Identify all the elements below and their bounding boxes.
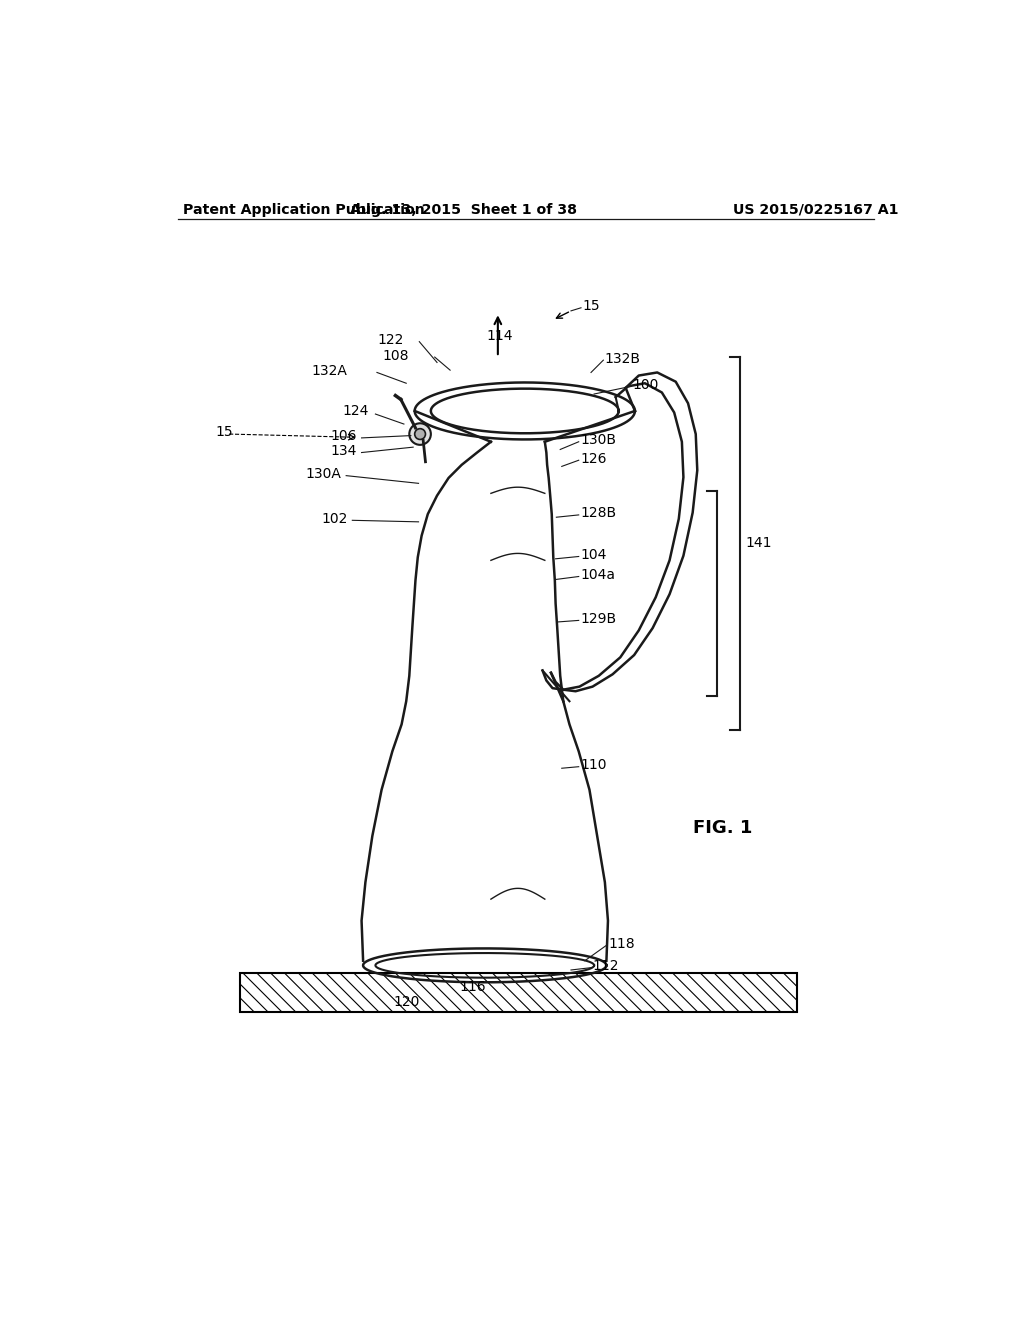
Text: 118: 118: [608, 937, 635, 950]
Text: Patent Application Publication: Patent Application Publication: [183, 203, 425, 216]
Text: 114: 114: [486, 329, 513, 342]
Text: 116: 116: [459, 979, 485, 994]
Text: 106: 106: [331, 429, 357, 444]
Bar: [240, 973, 797, 1011]
Text: 110: 110: [581, 758, 607, 772]
Text: 124: 124: [343, 404, 370, 418]
Text: 112: 112: [593, 960, 620, 973]
Text: 134: 134: [331, 444, 357, 458]
Text: 129B: 129B: [581, 612, 616, 626]
Text: 128B: 128B: [581, 507, 616, 520]
Text: US 2015/0225167 A1: US 2015/0225167 A1: [733, 203, 899, 216]
Text: FIG. 1: FIG. 1: [692, 820, 752, 837]
Text: 132B: 132B: [605, 351, 641, 366]
Text: 15: 15: [583, 300, 600, 313]
Text: 141: 141: [745, 536, 771, 550]
Text: 122: 122: [378, 333, 403, 347]
Circle shape: [410, 424, 431, 445]
Text: 104a: 104a: [581, 568, 615, 582]
Text: 126: 126: [581, 451, 607, 466]
Text: Aug. 13, 2015  Sheet 1 of 38: Aug. 13, 2015 Sheet 1 of 38: [350, 203, 577, 216]
Text: 15: 15: [215, 425, 232, 438]
Text: 100: 100: [633, 378, 659, 392]
Circle shape: [415, 429, 425, 440]
Text: 104: 104: [581, 548, 606, 562]
Text: 130A: 130A: [306, 467, 342, 480]
Text: 130B: 130B: [581, 433, 616, 447]
Text: 132A: 132A: [312, 364, 348, 378]
Text: 102: 102: [322, 512, 348, 525]
Text: 108: 108: [383, 348, 410, 363]
Text: 120: 120: [393, 995, 420, 1010]
